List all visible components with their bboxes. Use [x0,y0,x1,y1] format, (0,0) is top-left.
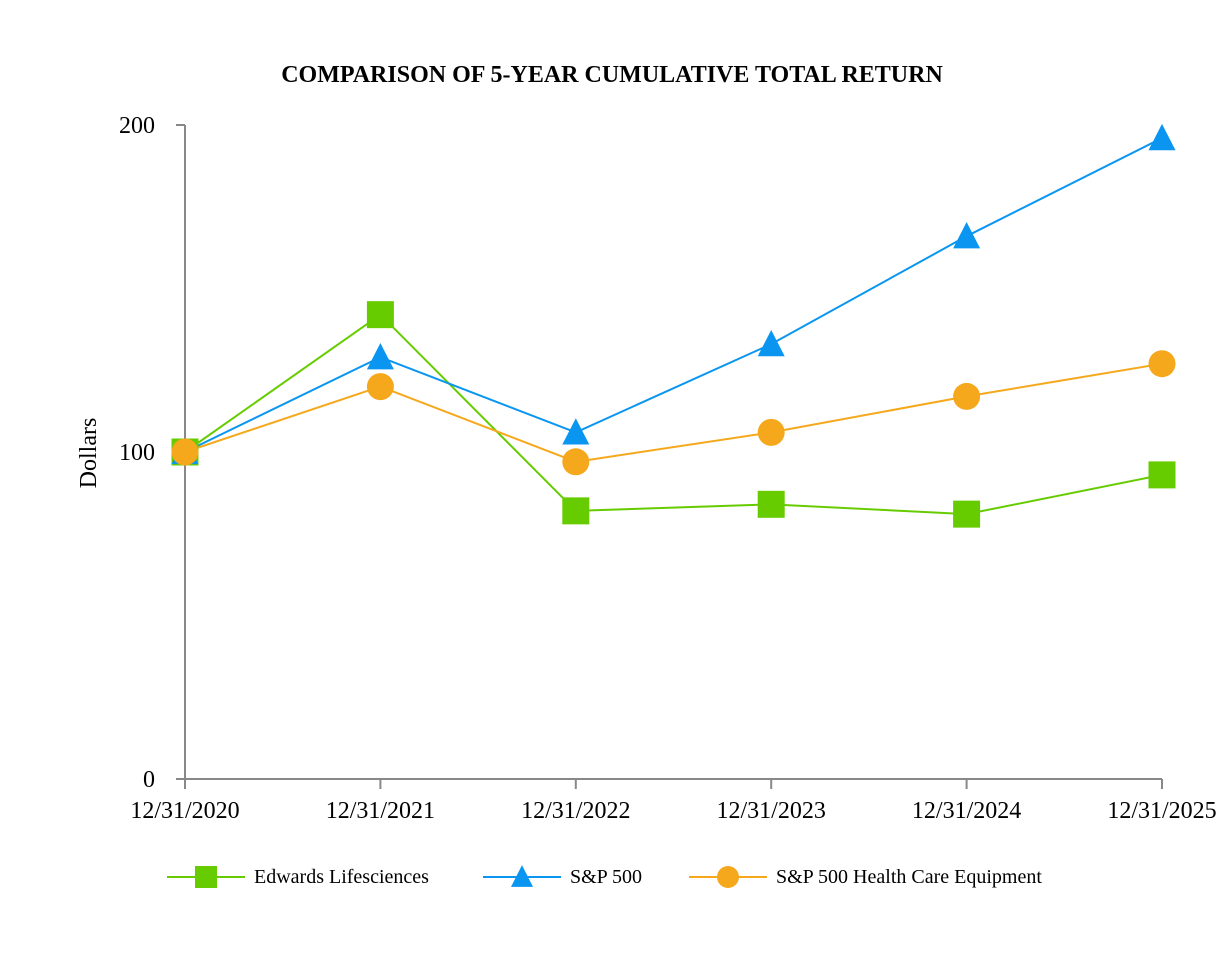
series-line-2 [184,362,1163,463]
series-0-point [562,497,590,525]
series-2-point [953,382,981,410]
series-1-point [757,329,785,357]
y-axis-label: Dollars [76,418,102,489]
series-0-point [953,500,981,528]
series-1-point [366,343,394,370]
series-2-point [366,373,394,401]
x-tick-label: 12/31/2025 [1107,798,1216,824]
series-1-point [1148,123,1176,151]
legend-label-2: S&P 500 Health Care Equipment [776,866,1042,888]
legend: Edwards Lifesciences S&P 500 S&P 500 Healt… [167,865,1042,888]
chart-title: COMPARISON OF 5-YEAR CUMULATIVE TOTAL RE… [281,62,943,88]
series-2-point [562,448,590,476]
series-2-point [757,418,785,446]
y-tick-label: 200 [119,113,155,139]
series-1-point [953,222,981,249]
y-tick-label: 0 [143,767,155,793]
series-1-point [562,418,590,445]
x-tick-label: 12/31/2023 [717,798,826,824]
series-layer [171,123,1176,528]
legend-label-0: Edwards Lifesciences [254,866,429,888]
y-tick-label: 100 [119,440,155,466]
series-line-1 [184,137,1163,453]
series-2-point [1148,350,1176,378]
legend-marker-0 [195,866,217,888]
x-ticks: 12/31/2020 12/31/2021 12/31/2022 12/31/2023… [130,779,1217,824]
x-tick-label: 12/31/2024 [912,798,1021,824]
x-tick-label: 12/31/2022 [521,798,630,824]
x-tick-label: 12/31/2021 [326,798,435,824]
x-tick-label: 12/31/2020 [130,798,239,824]
legend-marker-2 [717,866,739,888]
series-0-point [1148,461,1176,489]
legend-label-1: S&P 500 [570,866,642,888]
series-line-0 [184,313,1163,516]
series-0-point [757,490,785,518]
series-2-point [171,438,199,466]
series-0-point [366,301,394,329]
legend-marker-1 [511,865,533,887]
